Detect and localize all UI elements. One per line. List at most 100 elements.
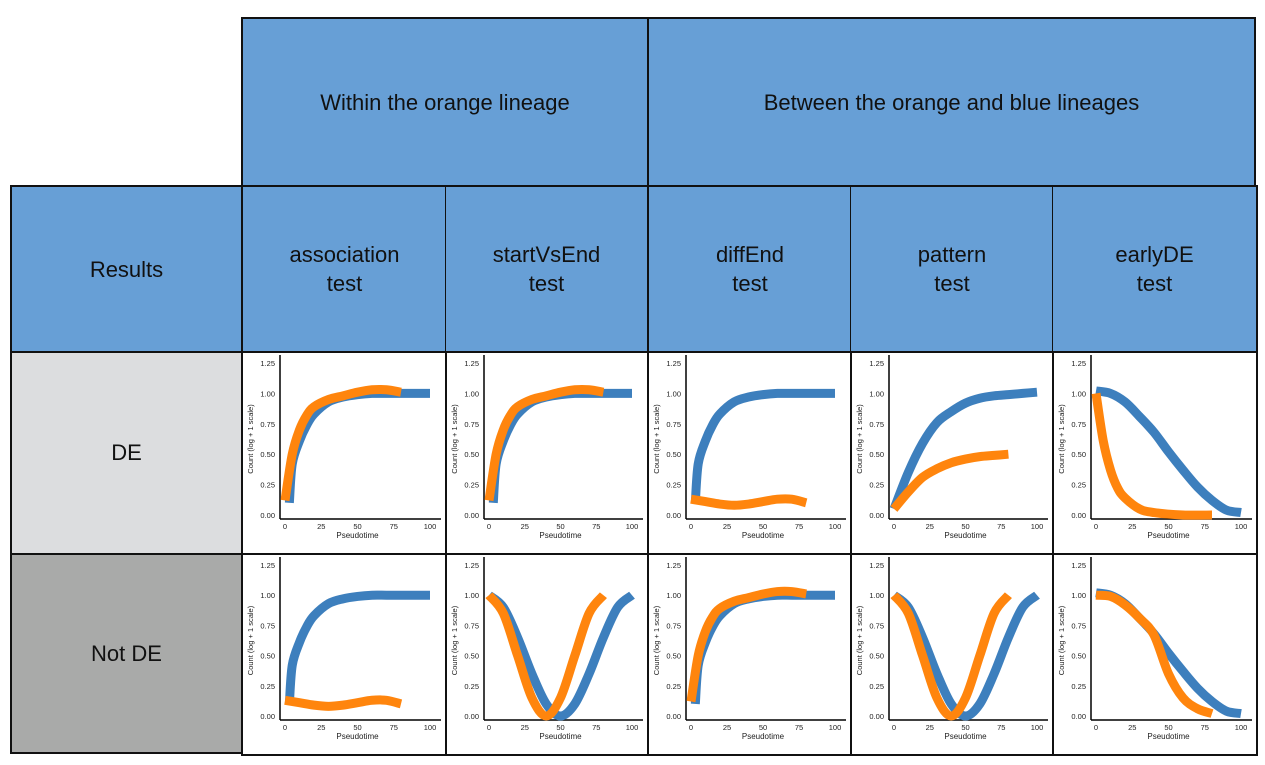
x-tick-label: 25 — [1128, 723, 1136, 732]
line-chart: 0.00 0.25 0.50 0.75 1.00 1.25 0 25 50 75 100 Pseudo… — [855, 557, 1048, 741]
y-tick-label: 0.00 — [666, 712, 681, 721]
x-tick-label: 100 — [829, 723, 842, 732]
y-tick-label: 0.50 — [869, 652, 884, 661]
orange-lineage-curve — [280, 384, 402, 502]
y-tick-label: 0.00 — [260, 712, 275, 721]
row-label-de: DE — [10, 351, 243, 555]
line-chart: 0.00 0.25 0.50 0.75 1.00 1.25 0 25 50 75 100 Pseudo… — [246, 355, 441, 540]
y-tick-label: 1.25 — [1071, 561, 1086, 570]
x-tick-label: 75 — [390, 723, 398, 732]
x-axis-label: Pseudotime — [336, 732, 379, 741]
x-tick-label: 50 — [1164, 522, 1172, 531]
x-tick-label: 100 — [1235, 522, 1248, 531]
x-axis-label: Pseudotime — [742, 732, 785, 741]
x-tick-label: 100 — [424, 522, 437, 531]
y-tick-label: 0.75 — [869, 621, 884, 630]
x-tick-label: 100 — [1031, 522, 1044, 531]
y-tick-label: 0.00 — [869, 511, 884, 520]
y-tick-label: 0.75 — [666, 420, 681, 429]
x-tick-label: 0 — [283, 522, 287, 531]
y-axis-label: Count (log + 1 scale) — [1057, 404, 1066, 474]
test-name: association — [289, 242, 400, 267]
x-tick-label: 0 — [487, 522, 491, 531]
y-tick-label: 1.00 — [464, 389, 479, 398]
blue-lineage-curve — [1095, 386, 1242, 518]
y-tick-label: 1.25 — [260, 359, 275, 368]
header-test-association: association test — [241, 185, 447, 353]
y-axis-label: Count (log + 1 scale) — [855, 605, 864, 675]
x-tick-label: 0 — [283, 723, 287, 732]
panel-de-diffend: 0.00 0.25 0.50 0.75 1.00 1.25 0 25 50 75 100 Pseudo… — [647, 351, 852, 555]
y-tick-label: 0.50 — [666, 652, 681, 661]
x-tick-label: 25 — [521, 522, 529, 531]
header-between-lineages: Between the orange and blue lineages — [647, 17, 1256, 187]
x-tick-label: 0 — [1094, 522, 1098, 531]
line-chart: 0.00 0.25 0.50 0.75 1.00 1.25 0 25 50 75 100 Pseudo… — [652, 557, 846, 741]
y-axis-label: Count (log + 1 scale) — [450, 404, 459, 474]
panel-de-pattern: 0.00 0.25 0.50 0.75 1.00 1.25 0 25 50 75 100 Pseudo… — [850, 351, 1054, 555]
orange-lineage-curve — [890, 449, 1009, 512]
y-tick-label: 0.75 — [869, 420, 884, 429]
y-tick-label: 1.25 — [666, 359, 681, 368]
y-tick-label: 0.25 — [260, 682, 275, 691]
y-tick-label: 0.75 — [464, 420, 479, 429]
orange-lineage-curve — [690, 494, 808, 510]
header-between-label: Between the orange and blue lineages — [763, 89, 1140, 115]
x-axis-label: Pseudotime — [944, 732, 987, 741]
y-tick-label: 0.50 — [869, 450, 884, 459]
y-tick-label: 0.75 — [1071, 621, 1086, 630]
y-tick-label: 1.25 — [666, 561, 681, 570]
y-tick-label: 0.25 — [464, 682, 479, 691]
y-tick-label: 1.00 — [260, 591, 275, 600]
test-name: pattern — [917, 242, 987, 267]
orange-lineage-curve — [686, 586, 808, 703]
header-test-diffend: diffEnd test — [647, 185, 852, 353]
x-tick-label: 25 — [1128, 522, 1136, 531]
y-tick-label: 0.25 — [666, 682, 681, 691]
x-tick-label: 25 — [317, 522, 325, 531]
line-chart: 0.00 0.25 0.50 0.75 1.00 1.25 0 25 50 75 100 Pseudo… — [246, 557, 441, 741]
x-tick-label: 25 — [926, 723, 934, 732]
test-suffix: test — [326, 271, 363, 296]
panel-not-de-startvsend: 0.00 0.25 0.50 0.75 1.00 1.25 0 25 50 75 100 Pseudo… — [445, 553, 649, 756]
y-tick-label: 0.25 — [869, 682, 884, 691]
x-tick-label: 0 — [1094, 723, 1098, 732]
row-de-label: DE — [111, 440, 142, 465]
panel-not-de-diffend: 0.00 0.25 0.50 0.75 1.00 1.25 0 25 50 75 100 Pseudo… — [647, 553, 852, 756]
y-tick-label: 1.25 — [464, 359, 479, 368]
x-axis-label: Pseudotime — [1147, 732, 1190, 741]
x-tick-label: 50 — [556, 723, 564, 732]
blue-lineage-curve — [889, 387, 1038, 511]
line-chart: 0.00 0.25 0.50 0.75 1.00 1.25 0 25 50 75 100 Pseudo… — [652, 355, 846, 540]
y-tick-label: 0.50 — [464, 450, 479, 459]
line-chart: 0.00 0.25 0.50 0.75 1.00 1.25 0 25 50 75 100 Pseudo… — [450, 557, 643, 741]
orange-lineage-curve — [485, 592, 607, 721]
y-tick-label: 0.00 — [869, 712, 884, 721]
y-tick-label: 1.00 — [869, 389, 884, 398]
y-tick-label: 1.00 — [464, 591, 479, 600]
y-tick-label: 0.25 — [1071, 481, 1086, 490]
y-tick-label: 1.25 — [869, 359, 884, 368]
x-tick-label: 0 — [487, 723, 491, 732]
x-tick-label: 50 — [353, 723, 361, 732]
x-tick-label: 25 — [521, 723, 529, 732]
y-tick-label: 0.00 — [260, 511, 275, 520]
y-axis-label: Count (log + 1 scale) — [652, 605, 661, 675]
x-axis-label: Pseudotime — [539, 531, 582, 540]
y-tick-label: 0.75 — [1071, 420, 1086, 429]
header-test-pattern: pattern test — [850, 185, 1054, 353]
x-tick-label: 100 — [626, 723, 639, 732]
test-name: diffEnd — [715, 242, 785, 267]
header-test-startvsend: startVsEnd test — [445, 185, 649, 353]
line-chart: 0.00 0.25 0.50 0.75 1.00 1.25 0 25 50 75 100 Pseudo… — [1057, 355, 1252, 540]
x-tick-label: 75 — [997, 522, 1005, 531]
x-tick-label: 25 — [723, 522, 731, 531]
results-label: Results — [89, 256, 164, 282]
y-tick-label: 0.00 — [1071, 712, 1086, 721]
x-axis-label: Pseudotime — [742, 531, 785, 540]
line-chart: 0.00 0.25 0.50 0.75 1.00 1.25 0 25 50 75 100 Pseudo… — [450, 355, 643, 540]
x-tick-label: 75 — [592, 723, 600, 732]
blue-lineage-curve — [1095, 588, 1242, 719]
y-tick-label: 0.00 — [666, 511, 681, 520]
x-tick-label: 25 — [317, 723, 325, 732]
